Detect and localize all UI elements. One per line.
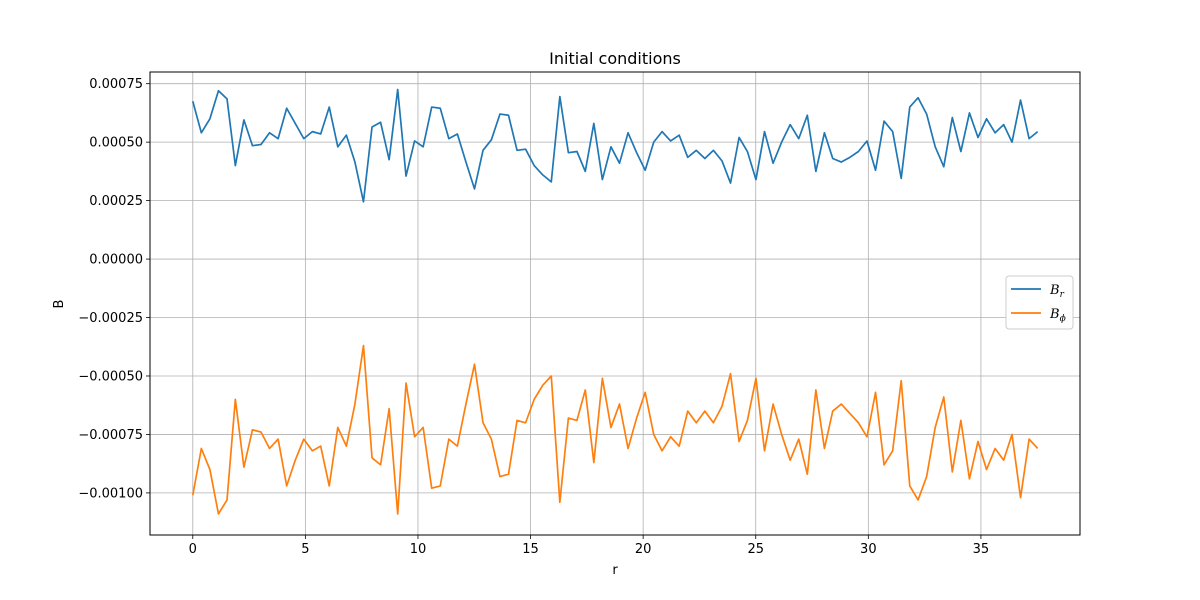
x-tick-label: 5 <box>301 542 309 557</box>
x-axis-label: r <box>612 563 618 578</box>
series-line-bphi <box>191 344 1039 515</box>
legend-label-subscript: ϕ <box>1060 314 1066 324</box>
x-tick-label: 30 <box>860 542 877 557</box>
x-tick-label: 35 <box>973 542 990 557</box>
y-tick-label: −0.00025 <box>78 311 143 326</box>
axes-background <box>150 72 1080 535</box>
plot-area <box>149 71 1081 536</box>
x-tick-label: 15 <box>522 542 539 557</box>
x-axis-ticks: 0 5 10 15 20 25 30 35 <box>189 535 990 557</box>
series-layer <box>191 88 1039 515</box>
y-axis-label: B <box>52 300 67 309</box>
grid <box>150 72 1080 535</box>
axes-frame <box>149 71 1081 536</box>
y-tick-label: 0.00025 <box>89 194 143 209</box>
legend-label: Bϕ <box>1049 307 1066 324</box>
chart-title: Initial conditions <box>549 49 681 68</box>
legend-label-subscript: r <box>1060 290 1065 300</box>
x-tick-label: 25 <box>747 542 764 557</box>
legend-label: Br <box>1049 283 1065 300</box>
y-tick-label: 0.00000 <box>89 253 143 268</box>
y-tick-label: −0.00075 <box>78 428 143 443</box>
y-tick-label: −0.00100 <box>78 486 143 501</box>
series-line-br <box>191 88 1039 203</box>
y-tick-label: 0.00050 <box>89 136 143 151</box>
y-axis-ticks: 0.00075 0.00050 0.00025 0.00000 −0.00025 −0.0… <box>78 77 150 501</box>
legend-label-base: B <box>1049 283 1060 298</box>
x-tick-label: 0 <box>189 542 197 557</box>
y-tick-label: −0.00050 <box>78 369 143 384</box>
y-tick-label: 0.00075 <box>89 77 143 92</box>
x-tick-label: 20 <box>635 542 652 557</box>
x-tick-label: 10 <box>410 542 427 557</box>
legend-label-base: B <box>1049 307 1060 322</box>
